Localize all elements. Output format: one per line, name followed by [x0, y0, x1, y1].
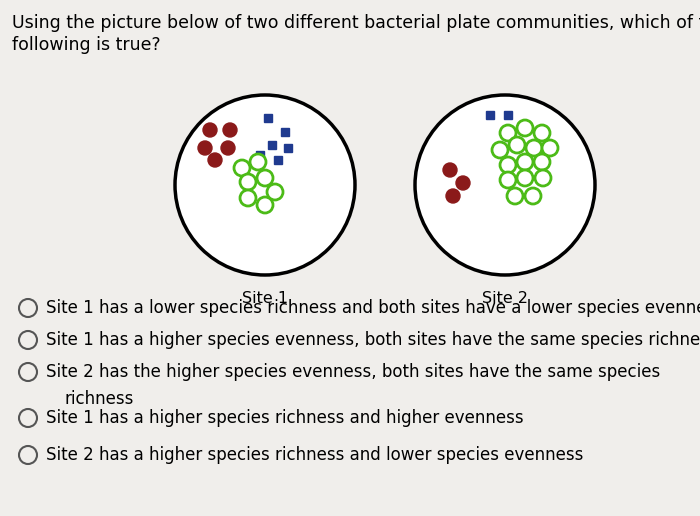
Circle shape [175, 95, 355, 275]
Circle shape [517, 154, 533, 170]
Bar [486, 111, 494, 119]
Text: Site 2 has the higher species evenness, both sites have the same species: Site 2 has the higher species evenness, … [46, 363, 660, 381]
Text: Site 1 has a lower species richness and both sites have a lower species evenness: Site 1 has a lower species richness and … [46, 299, 700, 317]
Text: Site 1: Site 1 [242, 291, 288, 306]
Circle shape [198, 141, 212, 155]
Bar [268, 141, 276, 149]
Circle shape [208, 153, 222, 167]
Circle shape [240, 190, 256, 206]
Circle shape [446, 189, 460, 203]
Text: Site 1 has a higher species evenness, both sites have the same species richness: Site 1 has a higher species evenness, bo… [46, 331, 700, 349]
Circle shape [542, 140, 558, 156]
Circle shape [203, 123, 217, 137]
Circle shape [500, 125, 516, 141]
Bar [504, 111, 512, 119]
Circle shape [492, 142, 508, 158]
Circle shape [535, 170, 551, 186]
Circle shape [240, 174, 256, 190]
Circle shape [257, 197, 273, 213]
Circle shape [500, 157, 516, 173]
Circle shape [234, 160, 250, 176]
Bar [281, 128, 289, 136]
Bar [264, 114, 272, 122]
Text: following is true?: following is true? [12, 36, 160, 54]
Circle shape [534, 125, 550, 141]
Circle shape [223, 123, 237, 137]
Circle shape [415, 95, 595, 275]
Circle shape [517, 170, 533, 186]
Circle shape [250, 154, 266, 170]
Circle shape [500, 172, 516, 188]
Bar [256, 151, 264, 159]
Text: richness: richness [64, 390, 134, 408]
Circle shape [221, 141, 235, 155]
Circle shape [257, 170, 273, 186]
Text: Site 1 has a higher species richness and higher evenness: Site 1 has a higher species richness and… [46, 409, 524, 427]
Circle shape [456, 176, 470, 190]
Circle shape [517, 120, 533, 136]
Text: Site 2: Site 2 [482, 291, 528, 306]
Text: Site 2 has a higher species richness and lower species evenness: Site 2 has a higher species richness and… [46, 446, 583, 464]
Circle shape [526, 140, 542, 156]
Circle shape [507, 188, 523, 204]
Circle shape [443, 163, 457, 177]
Bar [274, 156, 282, 164]
Circle shape [525, 188, 541, 204]
Circle shape [509, 137, 525, 153]
Text: Using the picture below of two different bacterial plate communities, which of t: Using the picture below of two different… [12, 14, 700, 32]
Circle shape [534, 154, 550, 170]
Bar [284, 144, 292, 152]
Circle shape [267, 184, 283, 200]
